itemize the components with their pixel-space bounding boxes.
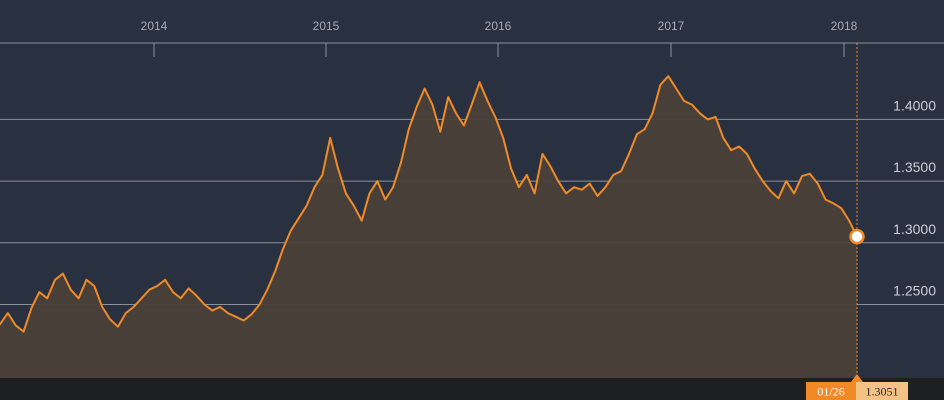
y-tick-label: 1.2500 <box>893 282 936 298</box>
tooltip-date: 01/26 <box>817 385 844 399</box>
cursor-layer <box>849 43 865 378</box>
x-tick-label: 2015 <box>313 19 340 33</box>
y-tick-label: 1.4000 <box>893 97 936 113</box>
tooltip: 01/26 1.3051 <box>806 374 908 400</box>
series-line <box>0 75 858 333</box>
series-layer <box>0 75 858 378</box>
tooltip-pointer <box>851 374 863 382</box>
tooltip-value: 1.3051 <box>866 385 899 399</box>
y-tick-label: 1.3500 <box>893 159 936 175</box>
x-axis: 2014 2015 2016 2017 2018 <box>141 19 858 57</box>
y-tick-label: 1.3000 <box>893 221 936 237</box>
y-axis: 1.4000 1.3500 1.3000 1.2500 <box>893 97 936 298</box>
x-tick-label: 2018 <box>831 19 858 33</box>
last-point-marker <box>849 228 865 245</box>
tooltip-date-bg <box>806 382 856 400</box>
tooltip-value-bg <box>856 382 908 400</box>
x-tick-label: 2014 <box>141 19 168 33</box>
series-area <box>0 76 857 378</box>
bottom-band <box>0 378 944 400</box>
x-tick-label: 2016 <box>485 19 512 33</box>
x-tick-label: 2017 <box>658 19 685 33</box>
